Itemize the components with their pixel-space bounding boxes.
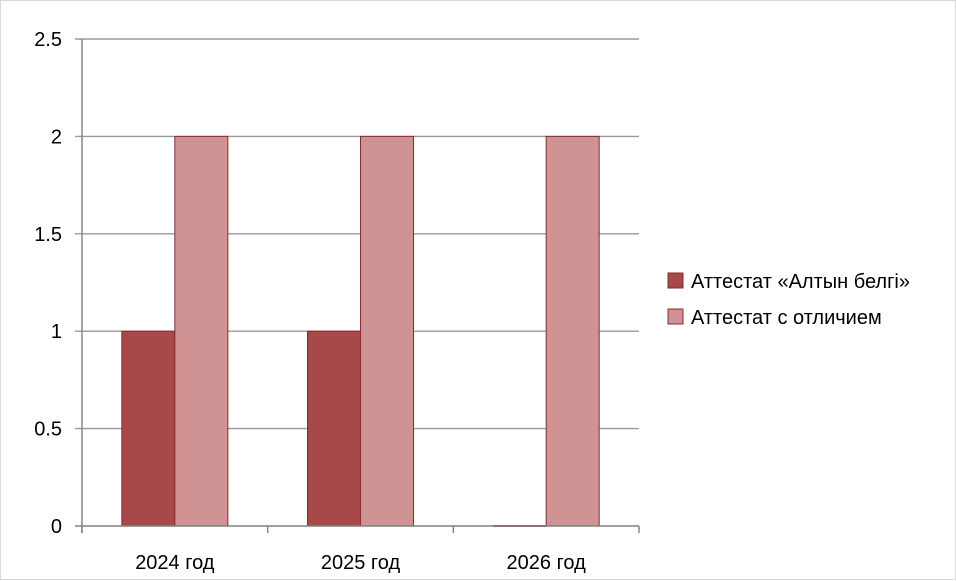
y-tick-labels: 0 0.5 1 1.5 2 2.5 [34,29,62,538]
y-tick-label: 2.5 [34,29,62,51]
x-tick-labels: 2024 год 2025 год 2026 год [135,552,586,574]
legend-swatch [667,272,684,289]
bar [121,330,176,527]
bar [360,135,414,527]
x-tick-label: 2024 год [135,552,215,574]
legend-label: Аттестат «Алтын белгі» [691,271,910,293]
y-tick-label: 2 [51,126,62,148]
legend-label: Аттестат с отличием [691,307,882,329]
legend: Аттестат «Алтын белгі» Аттестат с отличие… [667,271,910,329]
y-tick-label: 0.5 [34,419,62,441]
legend-swatch [667,308,684,325]
y-tick-label: 0 [51,516,62,538]
y-tick-label: 1.5 [34,224,62,246]
bar [307,330,361,527]
bar [174,135,229,527]
x-tick-label: 2026 год [507,552,587,574]
bar [545,135,600,527]
axes [75,39,640,533]
y-tick-label: 1 [51,321,62,343]
x-tick-label: 2025 год [321,552,401,574]
